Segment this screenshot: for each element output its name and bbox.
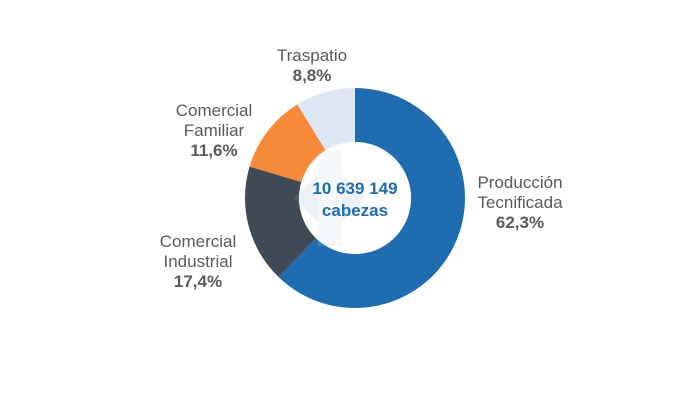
slice-label-2-name-0: Comercial	[176, 101, 253, 120]
slice-label-0-name-1: Tecnificada	[477, 193, 563, 212]
donut-slice-3	[297, 88, 355, 151]
donut-slice-0	[278, 88, 465, 308]
donut-slice-1	[244, 166, 317, 278]
slice-label-0-name-0: Producción	[477, 173, 562, 192]
center-label-line-2: cabezas	[322, 201, 388, 220]
slice-label-2-name-1: Familiar	[184, 121, 245, 140]
center-label: 10 639 149 cabezas	[312, 179, 397, 220]
slice-label-3-name-0: Traspatio	[277, 46, 347, 65]
slice-labels: ProducciónTecnificada62,3%ComercialIndus…	[160, 46, 563, 291]
donut-hole	[299, 142, 411, 254]
slice-label-0-value: 62,3%	[496, 213, 544, 232]
watermark-logo	[294, 150, 366, 246]
slice-label-1-name-1: Industrial	[164, 252, 233, 271]
slice-label-1-value: 17,4%	[174, 272, 222, 291]
donut-slices	[244, 88, 465, 308]
center-label-line-1: 10 639 149	[312, 179, 397, 198]
slice-label-2-value: 11,6%	[190, 141, 237, 160]
slice-label-1-name-0: Comercial	[160, 232, 237, 251]
slice-label-3-value: 8,8%	[293, 66, 332, 85]
donut-slice-2	[249, 104, 326, 182]
